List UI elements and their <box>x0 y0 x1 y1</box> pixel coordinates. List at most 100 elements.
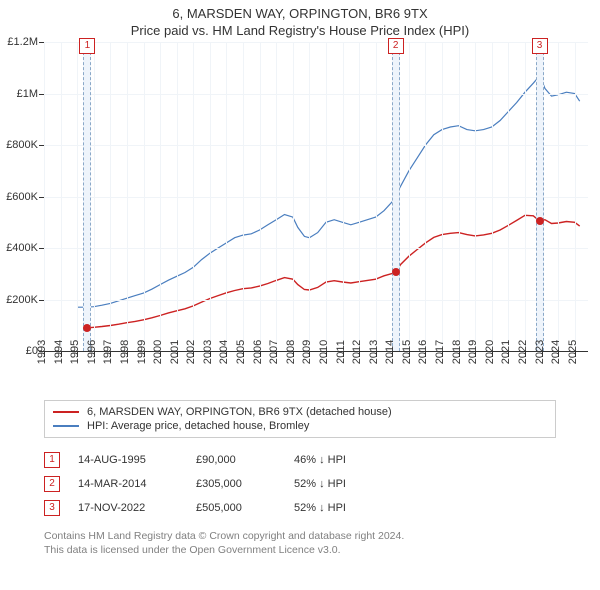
x-tick-label: 2015 <box>397 340 413 364</box>
sale-price: £505,000 <box>196 502 276 514</box>
sale-row: 3 17-NOV-2022 £505,000 52% ↓ HPI <box>44 496 556 520</box>
x-tick-label: 2018 <box>446 340 462 364</box>
sale-marker-dot <box>83 324 91 332</box>
x-gridline <box>61 42 62 351</box>
x-gridline <box>326 42 327 351</box>
x-gridline <box>210 42 211 351</box>
x-tick-label: 2003 <box>198 340 214 364</box>
x-gridline <box>525 42 526 351</box>
chart-container: 6, MARSDEN WAY, ORPINGTON, BR6 9TX Price… <box>0 0 600 590</box>
sale-row: 114-AUG-1995£90,00046% ↓ HPI <box>44 448 556 472</box>
y-tick-label: £800K <box>6 139 44 151</box>
x-tick-label: 1994 <box>48 340 64 364</box>
x-gridline <box>243 42 244 351</box>
x-gridline <box>226 42 227 351</box>
x-gridline <box>575 42 576 351</box>
x-gridline <box>94 42 95 351</box>
sales-table: 114-AUG-1995£90,00046% ↓ HPI214-MAR-2014… <box>44 448 556 520</box>
x-gridline <box>110 42 111 351</box>
x-gridline <box>508 42 509 351</box>
sale-marker-band <box>392 42 400 351</box>
x-tick-label: 2014 <box>380 340 396 364</box>
sale-date: 17-NOV-2022 <box>78 502 178 514</box>
x-tick-label: 2013 <box>363 340 379 364</box>
x-gridline <box>44 42 45 351</box>
x-tick-label: 2016 <box>413 340 429 364</box>
sale-pct: 52% ↓ HPI <box>294 478 394 490</box>
legend-swatch <box>53 411 79 413</box>
x-gridline <box>160 42 161 351</box>
x-tick-label: 2025 <box>562 340 578 364</box>
legend-label: 6, MARSDEN WAY, ORPINGTON, BR6 9TX (deta… <box>87 406 392 418</box>
legend-row: HPI: Average price, detached house, Brom… <box>53 419 547 433</box>
y-gridline <box>44 248 588 249</box>
x-gridline <box>293 42 294 351</box>
series-price-paid <box>88 215 580 327</box>
x-gridline <box>376 42 377 351</box>
x-tick-label: 1998 <box>115 340 131 364</box>
legend-label: HPI: Average price, detached house, Brom… <box>87 420 309 432</box>
y-tick-label: £600K <box>6 191 44 203</box>
x-tick-label: 1995 <box>65 340 81 364</box>
sale-marker-band <box>536 42 544 351</box>
x-gridline <box>77 42 78 351</box>
legend-swatch <box>53 425 79 427</box>
sale-marker-badge: 3 <box>532 38 548 54</box>
sale-pct: 52% ↓ HPI <box>294 502 394 514</box>
x-tick-label: 2010 <box>314 340 330 364</box>
x-tick-label: 1996 <box>82 340 98 364</box>
x-gridline <box>442 42 443 351</box>
sale-date: 14-MAR-2014 <box>78 478 178 490</box>
y-gridline <box>44 94 588 95</box>
x-tick-label: 2011 <box>331 340 347 364</box>
y-gridline <box>44 42 588 43</box>
x-gridline <box>425 42 426 351</box>
credits-line-1: Contains HM Land Registry data © Crown c… <box>44 530 556 544</box>
credits: Contains HM Land Registry data © Crown c… <box>44 530 556 557</box>
y-tick-label: £200K <box>6 294 44 306</box>
sale-badge: 1 <box>44 452 60 468</box>
x-tick-label: 2000 <box>148 340 164 364</box>
x-gridline <box>127 42 128 351</box>
x-gridline <box>409 42 410 351</box>
x-axis: 1993199419951996199719981999200020012002… <box>44 352 588 392</box>
x-tick-label: 2008 <box>281 340 297 364</box>
x-tick-label: 1993 <box>32 340 48 364</box>
x-gridline <box>459 42 460 351</box>
sale-price: £305,000 <box>196 478 276 490</box>
x-tick-label: 1997 <box>98 340 114 364</box>
y-gridline <box>44 300 588 301</box>
sale-badge: 3 <box>44 500 60 516</box>
x-gridline <box>177 42 178 351</box>
y-tick-label: £400K <box>6 242 44 254</box>
x-gridline <box>475 42 476 351</box>
x-tick-label: 2007 <box>264 340 280 364</box>
x-tick-label: 2006 <box>247 340 263 364</box>
x-gridline <box>359 42 360 351</box>
plot-area: £0£200K£400K£600K£800K£1M£1.2M123 <box>44 42 588 352</box>
x-gridline <box>343 42 344 351</box>
sale-marker-dot <box>392 268 400 276</box>
sale-date: 14-AUG-1995 <box>78 454 178 466</box>
series-hpi <box>77 76 580 308</box>
y-gridline <box>44 197 588 198</box>
x-tick-label: 2005 <box>231 340 247 364</box>
x-tick-label: 2001 <box>164 340 180 364</box>
x-gridline <box>260 42 261 351</box>
y-tick-label: £1M <box>17 88 44 100</box>
x-tick-label: 2023 <box>529 340 545 364</box>
plot-wrap: £0£200K£400K£600K£800K£1M£1.2M123 199319… <box>44 42 588 392</box>
x-gridline <box>144 42 145 351</box>
x-tick-label: 2012 <box>347 340 363 364</box>
x-tick-label: 2019 <box>463 340 479 364</box>
x-tick-label: 2021 <box>496 340 512 364</box>
x-gridline <box>492 42 493 351</box>
legend-row: 6, MARSDEN WAY, ORPINGTON, BR6 9TX (deta… <box>53 405 547 419</box>
x-tick-label: 2022 <box>513 340 529 364</box>
sale-marker-badge: 2 <box>388 38 404 54</box>
y-tick-label: £1.2M <box>7 36 44 48</box>
sale-marker-band <box>83 42 91 351</box>
sale-pct: 46% ↓ HPI <box>294 454 394 466</box>
sale-marker-badge: 1 <box>79 38 95 54</box>
sale-badge: 2 <box>44 476 60 492</box>
